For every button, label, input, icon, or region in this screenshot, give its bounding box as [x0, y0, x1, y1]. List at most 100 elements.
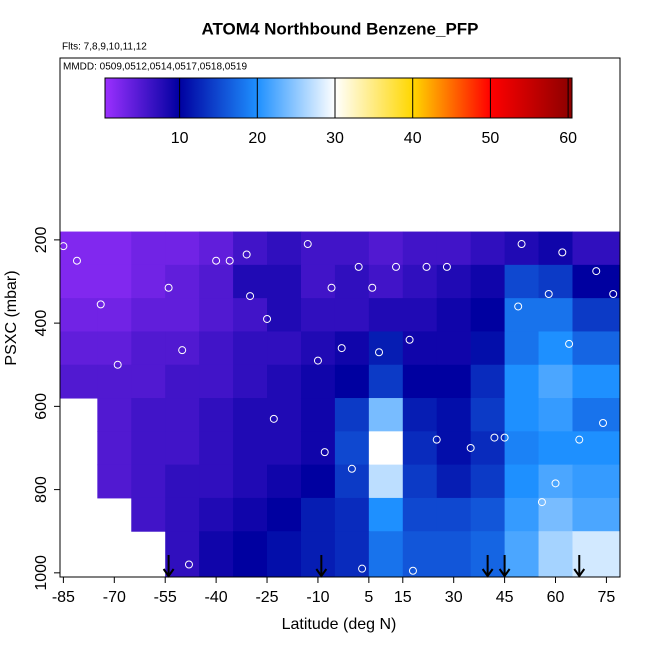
heat-cell [368, 531, 404, 578]
heat-cell [233, 364, 268, 399]
heat-cell [199, 431, 234, 466]
colorbar [104, 77, 573, 119]
x-tick-label: -40 [205, 589, 228, 606]
heat-cell [572, 231, 621, 266]
arrow-head [481, 568, 494, 578]
y-axis-label: PSXC (mbar) [3, 270, 20, 365]
arrow [162, 555, 175, 578]
heat-cell [402, 464, 438, 499]
sample-point [422, 262, 431, 271]
heat-cell [233, 231, 268, 266]
sample-point [246, 292, 255, 301]
heat-cell [470, 331, 506, 366]
heat-cell [300, 331, 336, 366]
heat-cell [131, 431, 166, 466]
sample-point [113, 360, 122, 369]
x-tick-label: -55 [154, 589, 177, 606]
heat-cell [402, 497, 438, 532]
heat-cell [436, 497, 472, 532]
heat-cell [572, 398, 621, 432]
heat-cell [300, 264, 336, 299]
x-tick-label: 60 [547, 589, 565, 606]
heat-cell [436, 398, 472, 432]
heat-cell [267, 431, 302, 466]
sample-point [466, 443, 475, 452]
heat-cell [368, 431, 404, 466]
heat-cell [334, 264, 370, 299]
sample-point [347, 464, 356, 473]
sample-point [565, 339, 574, 348]
heat-cell [60, 298, 98, 332]
sample-point [96, 300, 105, 309]
heat-cell [538, 464, 573, 499]
heat-cell [572, 431, 621, 466]
colorbar-tick-label: 10 [171, 130, 189, 147]
heat-cell [538, 364, 573, 399]
heat-cell [60, 264, 98, 299]
heat-cell [334, 497, 370, 532]
sample-point [551, 479, 560, 488]
heat-cell [504, 298, 540, 332]
heat-cell [504, 398, 540, 432]
heat-cell [97, 464, 132, 499]
sample-point [575, 435, 584, 444]
heat-cell [436, 464, 472, 499]
heat-cell [436, 298, 472, 332]
heat-cell [538, 331, 573, 366]
heat-cell [504, 431, 540, 466]
heat-cell [131, 464, 166, 499]
heat-cell [436, 264, 472, 299]
heat-cell [368, 298, 404, 332]
heat-cell [165, 364, 200, 399]
heat-cell [402, 298, 438, 332]
heat-cell [572, 331, 621, 366]
arrow [315, 555, 328, 578]
heat-cell [300, 431, 336, 466]
sample-point [164, 283, 173, 292]
heat-cell [199, 331, 234, 366]
heat-cell [538, 497, 573, 532]
heat-cell [572, 364, 621, 399]
heat-cell [267, 398, 302, 432]
heat-cell [504, 264, 540, 299]
heat-cell [538, 264, 573, 299]
heat-cell [436, 531, 472, 578]
heat-cell [199, 531, 234, 578]
heat-cell [334, 398, 370, 432]
heat-cell [199, 298, 234, 332]
colorbar-tick-label: 50 [482, 130, 500, 147]
sample-point [212, 256, 221, 265]
x-tick-label: 75 [598, 589, 616, 606]
sample-point [592, 267, 601, 276]
sample-point [442, 262, 451, 271]
x-tick-label: -85 [52, 589, 75, 606]
heat-cell [402, 398, 438, 432]
heat-cell [131, 264, 166, 299]
heat-cell [60, 364, 98, 399]
heat-cell [199, 264, 234, 299]
sample-point [408, 566, 417, 575]
heat-cell [470, 298, 506, 332]
heat-cell [300, 464, 336, 499]
heat-cell [131, 231, 166, 266]
heat-cell [470, 398, 506, 432]
sample-point [263, 314, 272, 323]
heat-cell [300, 398, 336, 432]
heat-cell [572, 497, 621, 532]
heat-cell [334, 531, 370, 578]
arrow [573, 555, 586, 578]
heat-cell [199, 464, 234, 499]
heat-cell [97, 231, 132, 266]
heat-cell [470, 231, 506, 266]
arrow-head [315, 568, 328, 578]
sample-point [500, 433, 509, 442]
heat-cell [368, 497, 404, 532]
heat-cell [97, 398, 132, 432]
heat-cell [199, 398, 234, 432]
heat-cell [165, 398, 200, 432]
y-tick-label: 200 [33, 226, 50, 253]
heat-cell [131, 331, 166, 366]
heat-cell [233, 431, 268, 466]
heat-cell [334, 431, 370, 466]
heat-cell [267, 531, 302, 578]
